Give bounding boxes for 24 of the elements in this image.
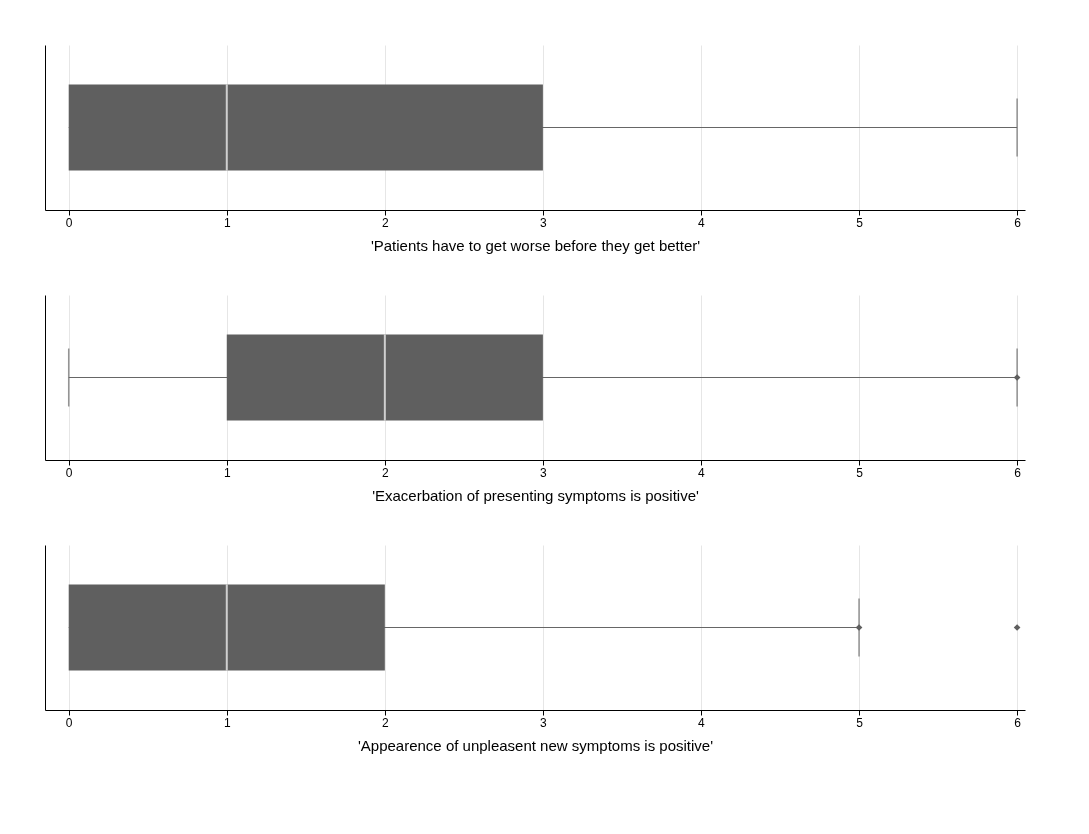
x-tick-label: 6 xyxy=(1014,215,1022,230)
x-tick-label: 1 xyxy=(223,465,231,480)
x-tick-label: 5 xyxy=(856,215,864,230)
x-tick-label: 0 xyxy=(65,465,73,480)
x-tick-label: 6 xyxy=(1014,715,1022,730)
x-tick-label: 4 xyxy=(698,215,706,230)
x-tick-label: 3 xyxy=(540,465,548,480)
x-tick-label: 5 xyxy=(856,465,864,480)
x-tick-label: 0 xyxy=(65,215,73,230)
x-tick-label: 1 xyxy=(223,215,231,230)
x-tick-label: 4 xyxy=(698,715,706,730)
x-axis-title: 'Exacerbation of presenting symptoms is positive' xyxy=(372,486,699,504)
x-tick-label: 1 xyxy=(223,715,231,730)
x-tick-label: 2 xyxy=(381,465,389,480)
x-axis-title: 'Appearence of unpleasent new symptoms is positive' xyxy=(357,736,714,754)
x-tick-label: 3 xyxy=(540,715,548,730)
x-tick-label: 6 xyxy=(1014,465,1022,480)
x-tick-label: 0 xyxy=(65,715,73,730)
x-tick-label: 2 xyxy=(381,715,389,730)
x-tick-label: 4 xyxy=(698,465,706,480)
x-tick-label: 5 xyxy=(856,715,864,730)
x-axis-title: 'Patients have to get worse before they get better' xyxy=(370,236,701,254)
x-tick-label: 2 xyxy=(381,215,389,230)
x-tick-label: 3 xyxy=(540,215,548,230)
